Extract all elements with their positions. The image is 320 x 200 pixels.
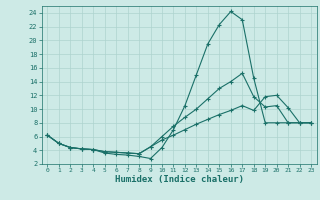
X-axis label: Humidex (Indice chaleur): Humidex (Indice chaleur) [115,175,244,184]
